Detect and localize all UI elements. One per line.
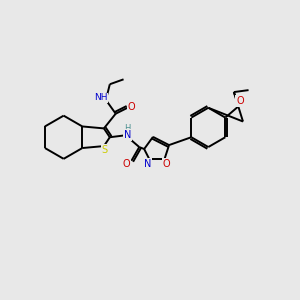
Text: O: O: [163, 159, 170, 169]
Text: S: S: [102, 145, 108, 155]
Text: N: N: [124, 130, 131, 140]
Text: O: O: [123, 159, 130, 169]
Text: O: O: [236, 96, 244, 106]
Text: H: H: [124, 124, 131, 133]
Text: O: O: [128, 102, 135, 112]
Text: N: N: [144, 159, 151, 169]
Text: NH: NH: [94, 94, 108, 103]
